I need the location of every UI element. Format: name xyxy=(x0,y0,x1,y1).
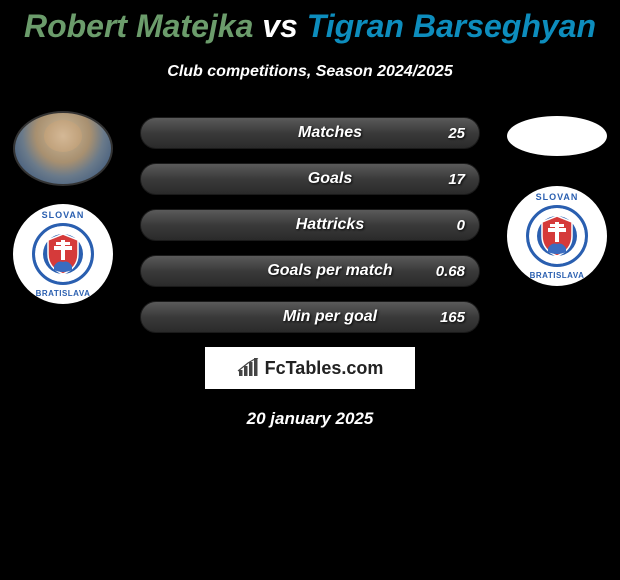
stat-row-min-per-goal: Min per goal 165 xyxy=(140,301,480,333)
club-name-top: SLOVAN xyxy=(13,210,113,220)
stat-label: Matches xyxy=(141,124,479,142)
brand-attribution[interactable]: FcTables.com xyxy=(205,347,415,389)
stat-row-matches: Matches 25 xyxy=(140,117,480,149)
stats-table: Matches 25 Goals 17 Hattricks 0 Goals pe… xyxy=(140,111,480,333)
shield-icon xyxy=(538,214,576,258)
stat-label: Goals xyxy=(141,170,479,188)
player1-name: Robert Matejka xyxy=(24,8,253,44)
stat-label: Hattricks xyxy=(141,216,479,234)
stat-right-value: 0.68 xyxy=(436,263,465,280)
right-player-column: SLOVAN BRATISLAVA xyxy=(502,111,612,286)
badge-ring xyxy=(526,205,588,267)
badge-ring xyxy=(32,223,94,285)
club-name-bottom: BRATISLAVA xyxy=(507,271,607,280)
player2-photo xyxy=(507,116,607,156)
stat-row-goals: Goals 17 xyxy=(140,163,480,195)
shield-icon xyxy=(44,232,82,276)
player1-photo xyxy=(13,111,113,186)
stat-row-goals-per-match: Goals per match 0.68 xyxy=(140,255,480,287)
stat-right-value: 25 xyxy=(448,125,465,142)
stat-right-value: 0 xyxy=(457,217,465,234)
player2-name: Tigran Barseghyan xyxy=(307,8,596,44)
main-comparison-area: SLOVAN BRATISLAVA SLOVAN xyxy=(0,111,620,429)
club-name-top: SLOVAN xyxy=(507,192,607,202)
stat-right-value: 17 xyxy=(448,171,465,188)
club-name-bottom: BRATISLAVA xyxy=(13,289,113,298)
player1-club-badge: SLOVAN BRATISLAVA xyxy=(13,204,113,304)
subtitle: Club competitions, Season 2024/2025 xyxy=(0,63,620,81)
brand-text: FcTables.com xyxy=(265,358,384,379)
vs-text: vs xyxy=(262,8,298,44)
stat-right-value: 165 xyxy=(440,309,465,326)
player2-club-badge: SLOVAN BRATISLAVA xyxy=(507,186,607,286)
stat-label: Goals per match xyxy=(141,262,479,280)
date-text: 20 january 2025 xyxy=(0,409,620,429)
comparison-title: Robert Matejka vs Tigran Barseghyan xyxy=(0,0,620,45)
stat-label: Min per goal xyxy=(141,308,479,326)
stat-row-hattricks: Hattricks 0 xyxy=(140,209,480,241)
bar-chart-icon xyxy=(237,358,259,378)
left-player-column: SLOVAN BRATISLAVA xyxy=(8,111,118,304)
